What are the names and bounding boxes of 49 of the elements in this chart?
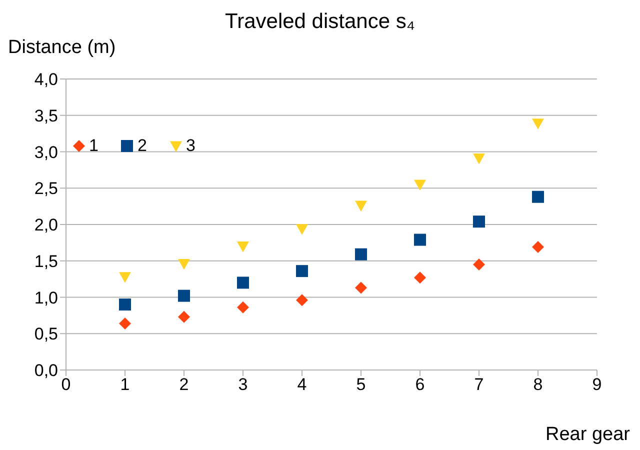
x-tick-label: 6	[415, 375, 425, 394]
point	[296, 294, 308, 306]
point	[119, 272, 131, 283]
x-tick-label: 3	[238, 375, 248, 394]
x-axis-title: Rear gear	[546, 424, 630, 446]
y-tick-label: 0,0	[34, 361, 58, 380]
x-tick-label: 2	[179, 375, 189, 394]
y-tick-label: 0,5	[34, 324, 58, 344]
point	[119, 317, 131, 330]
point	[532, 118, 544, 130]
x-tick-label: 1	[120, 375, 130, 394]
legend-label: 1	[89, 136, 98, 156]
point	[414, 272, 426, 284]
point	[473, 258, 485, 271]
x-tick-label: 5	[356, 375, 366, 394]
point	[414, 180, 426, 190]
point	[532, 241, 544, 254]
point	[473, 216, 485, 228]
y-tick-label: 1,5	[34, 252, 58, 271]
y-tick-label: 4,0	[34, 70, 58, 90]
point	[237, 276, 249, 289]
point	[296, 265, 308, 278]
point	[473, 153, 485, 164]
legend-label: 2	[137, 136, 147, 156]
point	[532, 190, 544, 203]
y-axis-title: Distance (m)	[8, 37, 116, 59]
x-tick-label: 8	[533, 375, 543, 394]
point	[119, 298, 131, 311]
point	[414, 234, 426, 246]
point	[355, 200, 367, 212]
point	[237, 301, 249, 314]
x-tick-label: 4	[297, 375, 307, 394]
y-tick-label: 2,0	[34, 216, 58, 235]
point	[178, 310, 190, 323]
point	[237, 242, 249, 252]
x-tick-label: 7	[474, 375, 484, 394]
y-tick-label: 2,5	[34, 179, 58, 198]
point	[178, 290, 190, 302]
legend-label: 3	[186, 136, 196, 156]
point	[178, 258, 190, 270]
x-tick-label: 9	[592, 375, 602, 394]
point	[355, 282, 367, 294]
point	[355, 248, 367, 260]
y-tick-label: 3,0	[34, 142, 58, 162]
y-tick-label: 3,5	[34, 106, 58, 126]
x-tick-label: 0	[61, 375, 71, 394]
point	[296, 224, 308, 235]
y-tick-label: 1,0	[34, 288, 58, 308]
chart-title: Traveled distance s₄	[224, 10, 416, 34]
